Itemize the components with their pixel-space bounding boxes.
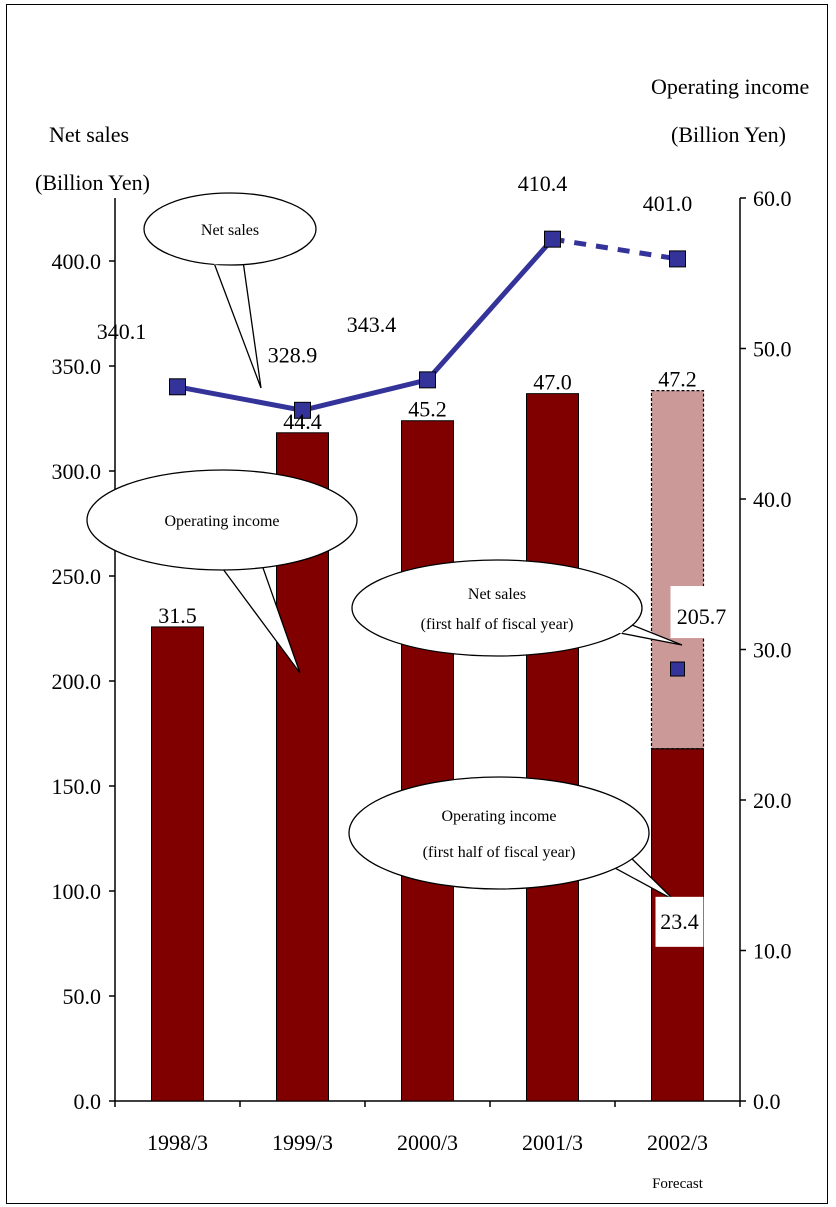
right-axis-tick-label: 60.0 [753,186,792,211]
callout-seam [611,852,629,869]
callout-text: Operating income [441,808,556,825]
callout-bubble [351,559,643,657]
left-axis-tick-label: 200.0 [52,669,102,694]
callout-text: Net sales [201,222,259,239]
callout-bubble [143,192,317,266]
left-axis-tick-label: 50.0 [63,984,102,1009]
callout-operating-income: Operating income [86,469,358,674]
chart: Net sales (Billion Yen) Operating income… [35,74,809,1192]
left-axis-tick-label: 0.0 [74,1089,102,1114]
callout-seam [213,259,244,265]
net-sales-label: 401.0 [643,191,693,216]
operating-income-label: 44.4 [283,409,322,434]
callout-net-sales: Net sales [143,192,317,389]
callout-seam [618,622,629,634]
callouts: Net sales Operating income Net sales (first… [86,192,683,901]
callout-tail [213,260,262,389]
category-label: 1999/3 [272,1130,333,1155]
callout-bubble [348,776,650,890]
left-axis-title-line2: (Billion Yen) [35,170,150,195]
operating-income-label: 47.2 [658,367,697,392]
net-sales-label: 340.1 [97,319,147,344]
callout-text: Operating income [164,513,279,530]
operating-income-label: 47.0 [533,370,572,395]
category-labels: 1998/3 1999/3 2000/3 2001/3 2002/3 Forecast [147,1130,708,1192]
net-sales-marker [294,401,311,419]
right-axis-tick-label: 0.0 [753,1089,781,1114]
right-axis-title-line1: Operating income [651,74,809,99]
bar-operating-income [526,393,579,1102]
net-sales-line-solid [177,237,555,413]
net-sales-label: 328.9 [268,342,318,367]
net-sales-label: 410.4 [518,171,568,196]
right-axis-tick-label: 30.0 [753,638,792,663]
callout-text: Net sales [468,586,526,603]
right-axis-title-line2: (Billion Yen) [671,122,786,147]
chart-frame: Net sales (Billion Yen) Operating income… [6,4,828,1204]
operating-income-label: 45.2 [408,397,447,422]
left-axis-tick-label: 150.0 [52,774,102,799]
right-axis-tick-label: 40.0 [753,487,792,512]
net-sales-marker [419,371,436,389]
operating-income-half-label: 23.4 [660,909,699,934]
net-sales-half-label: 205.7 [677,604,727,629]
net-sales-marker [169,378,186,396]
axes: 0.0 50.0 100.0 150.0 200.0 250.0 300.0 350.0 400… [52,186,792,1114]
data-labels: 31.5 44.4 45.2 47.0 47.2 340.1 328.9 343.4 410.4… [97,171,733,947]
callout-text: (first half of fiscal year) [421,616,574,633]
right-axis-tick-label: 20.0 [753,788,792,813]
right-axis-tick-label: 50.0 [753,337,792,362]
left-axis-tick-label: 250.0 [52,564,102,589]
operating-income-label: 31.5 [158,603,197,628]
callout-text: (first half of fiscal year) [423,844,576,861]
operating-income-half-label-box [655,896,704,947]
category-label: 2000/3 [397,1130,458,1155]
net-sales-marker [669,250,686,268]
bars [151,390,705,1102]
net-sales-marker [544,230,561,248]
callout-net-sales-half: Net sales (first half of fiscal year) [351,559,683,657]
forecast-note: Forecast [652,1176,704,1192]
left-axis-tick-label: 400.0 [52,249,102,274]
net-sales-label: 343.4 [347,312,397,337]
category-label: 2001/3 [522,1130,583,1155]
category-label: 1998/3 [147,1130,208,1155]
category-label: 2002/3 [647,1130,708,1155]
callout-bubble [86,469,358,571]
right-axis-tick-label: 10.0 [753,939,792,964]
callout-operating-income-half: Operating income (first half of fiscal ye… [348,776,675,901]
bar-forecast-full-year [650,390,705,750]
left-axis-title-line1: Net sales [49,122,129,147]
net-sales-line [169,230,686,419]
bar-operating-income [401,420,454,1102]
bar-operating-income [151,626,204,1102]
net-sales-line-forecast [552,236,678,262]
left-axis-tick-label: 100.0 [52,879,102,904]
net-sales-half-marker [670,661,685,677]
left-axis-tick-label: 300.0 [52,459,102,484]
left-axis-tick-label: 350.0 [52,354,102,379]
net-sales-half-label-box [670,586,733,639]
